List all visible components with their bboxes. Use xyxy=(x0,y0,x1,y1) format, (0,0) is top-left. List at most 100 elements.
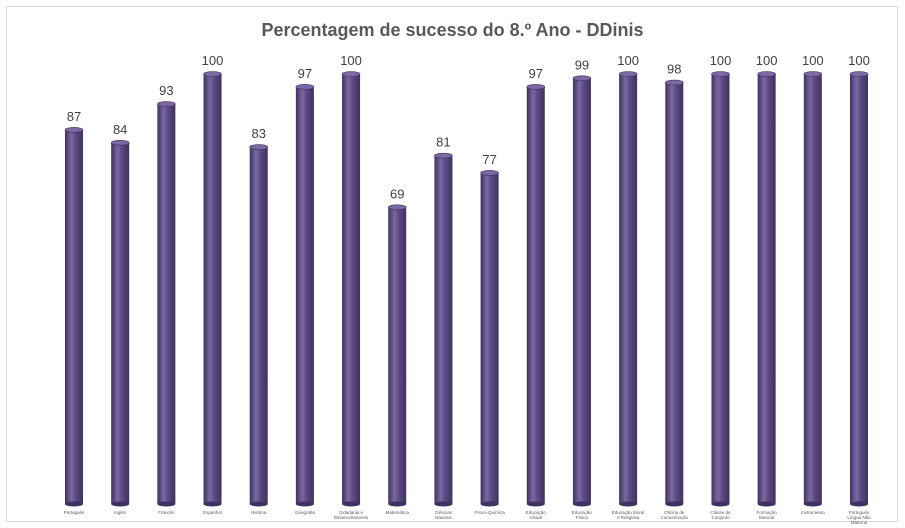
bar-body xyxy=(434,155,453,504)
bar-base xyxy=(157,501,176,507)
bar-body xyxy=(157,104,176,504)
bar-cap xyxy=(572,75,592,82)
data-label: 100 xyxy=(710,53,732,68)
bar-base xyxy=(388,501,407,507)
data-label: 84 xyxy=(113,122,127,137)
bar-cap xyxy=(480,170,499,176)
bar-3 xyxy=(157,101,176,507)
category-label: História xyxy=(251,510,267,515)
bar-cap xyxy=(295,84,315,90)
bar-body xyxy=(711,74,730,504)
bar-base xyxy=(526,501,545,507)
data-label: 100 xyxy=(202,53,224,68)
category-label: Educação Física xyxy=(572,510,593,520)
bar-1 xyxy=(64,127,84,507)
category-label: Oficina de Comunicação xyxy=(661,510,689,520)
bar-cap xyxy=(711,71,730,77)
bar-cap xyxy=(249,144,269,150)
bar-body xyxy=(526,86,545,505)
bar-base xyxy=(757,501,776,507)
bar-8 xyxy=(387,204,407,507)
bar-cap xyxy=(434,152,453,159)
category-label: Formação Musical xyxy=(757,510,778,520)
bar-10 xyxy=(480,170,499,507)
bar-cap xyxy=(64,127,84,133)
bar-body xyxy=(249,147,268,504)
bar-base xyxy=(203,501,222,507)
bar-body xyxy=(572,78,591,505)
data-label: 100 xyxy=(756,53,778,68)
bar-cap xyxy=(803,71,823,77)
category-label: Matemática xyxy=(386,510,410,515)
bar-base xyxy=(295,501,314,507)
data-label: 81 xyxy=(436,135,450,150)
bar-body xyxy=(111,142,130,505)
bar-17 xyxy=(803,71,823,507)
chart-title: Percentagem de sucesso do 8.º Ano - DDin… xyxy=(261,20,644,40)
category-label: Classe de Conjunto xyxy=(710,510,731,520)
bar-body xyxy=(295,86,314,505)
data-label: 93 xyxy=(159,83,173,98)
bar-base xyxy=(572,501,591,507)
bar-2 xyxy=(110,140,130,507)
bar-cap xyxy=(387,204,407,211)
bar-body xyxy=(388,207,407,505)
category-label: Ciências Naturais xyxy=(435,510,453,520)
bar-body xyxy=(803,74,822,504)
bar-base xyxy=(480,501,499,507)
bar-base xyxy=(665,501,684,507)
bar-cap xyxy=(341,71,361,77)
bar-body xyxy=(850,74,868,504)
bar-cap xyxy=(110,140,130,146)
bar-5 xyxy=(249,144,269,507)
bar-body xyxy=(619,74,638,504)
bar-base xyxy=(850,501,868,507)
data-label: 87 xyxy=(67,109,81,124)
category-label: Espanhol xyxy=(203,510,222,515)
bar-body xyxy=(342,74,361,504)
bar-cap xyxy=(618,71,638,77)
bar-base xyxy=(711,501,730,507)
bar-base xyxy=(342,501,361,507)
bar-base xyxy=(249,501,268,507)
bar-13 xyxy=(618,71,638,507)
category-label: Português Língua Não Materna xyxy=(847,510,871,525)
bar-cap xyxy=(849,71,869,77)
bar-cap xyxy=(664,79,684,86)
bar-base xyxy=(619,501,638,507)
category-label: Físico-Química xyxy=(474,510,505,515)
data-label: 100 xyxy=(802,53,824,68)
category-label: Cidadania e Desenvolvimento xyxy=(334,510,369,520)
data-label: 98 xyxy=(667,62,681,77)
data-label: 69 xyxy=(390,186,404,201)
bar-7 xyxy=(341,71,361,507)
data-label: 97 xyxy=(298,66,312,81)
bar-cap xyxy=(757,71,776,77)
data-label: 100 xyxy=(848,53,870,68)
category-label: Instrumento xyxy=(801,510,825,515)
data-label: 100 xyxy=(617,53,639,68)
data-label: 99 xyxy=(575,57,589,72)
bar-4 xyxy=(203,71,222,507)
bar-18 xyxy=(849,71,869,507)
bar-body xyxy=(665,82,684,504)
category-label: Educação Visual xyxy=(526,510,547,520)
bar-body xyxy=(480,172,499,504)
bar-6 xyxy=(295,84,315,507)
data-label: 100 xyxy=(340,53,362,68)
bar-base xyxy=(434,501,453,507)
bar-cap xyxy=(203,71,222,77)
category-label: Educação Moral e Religiosa xyxy=(612,510,645,520)
bar-11 xyxy=(526,84,546,507)
bar-12 xyxy=(572,75,592,507)
bar-body xyxy=(203,74,222,504)
bar-base xyxy=(111,501,130,507)
bar-cap xyxy=(526,84,546,90)
bar-base xyxy=(803,501,822,507)
data-label: 77 xyxy=(482,152,496,167)
category-label: Inglês xyxy=(114,510,127,515)
bar-body xyxy=(65,129,83,504)
bar-base xyxy=(65,501,83,507)
bar-body xyxy=(757,74,776,504)
